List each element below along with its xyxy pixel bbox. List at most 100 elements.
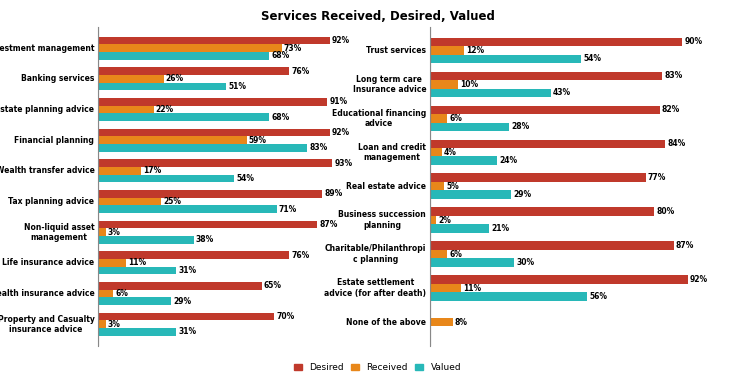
Bar bbox=[430, 38, 682, 46]
Text: 91%: 91% bbox=[329, 97, 347, 106]
Text: None of the above: None of the above bbox=[346, 318, 426, 326]
Text: 54%: 54% bbox=[584, 54, 602, 63]
Text: 68%: 68% bbox=[271, 51, 290, 60]
Bar bbox=[98, 282, 262, 290]
Bar bbox=[98, 175, 234, 182]
Bar bbox=[98, 236, 194, 244]
Bar bbox=[430, 182, 445, 190]
Bar bbox=[430, 173, 646, 182]
Text: 6%: 6% bbox=[116, 289, 128, 298]
Bar bbox=[98, 252, 289, 259]
Text: 43%: 43% bbox=[553, 88, 571, 97]
Bar bbox=[430, 148, 442, 157]
Text: Non-liquid asset
management: Non-liquid asset management bbox=[23, 223, 94, 242]
Bar bbox=[98, 98, 327, 106]
Bar bbox=[430, 139, 665, 148]
Bar bbox=[430, 157, 498, 165]
Bar bbox=[98, 190, 322, 198]
Text: 92%: 92% bbox=[690, 275, 708, 284]
Bar bbox=[430, 122, 509, 131]
Text: Trust services: Trust services bbox=[366, 46, 426, 55]
Bar bbox=[98, 52, 270, 60]
Text: 93%: 93% bbox=[334, 159, 353, 168]
Text: Real estate advice: Real estate advice bbox=[346, 182, 426, 191]
Bar bbox=[430, 207, 654, 216]
Text: 76%: 76% bbox=[291, 66, 310, 76]
Bar bbox=[430, 216, 436, 225]
Bar bbox=[430, 241, 673, 250]
Text: 92%: 92% bbox=[331, 128, 350, 137]
Bar bbox=[430, 190, 511, 199]
Text: 84%: 84% bbox=[667, 139, 686, 148]
Text: 76%: 76% bbox=[291, 251, 310, 260]
Text: 70%: 70% bbox=[276, 312, 294, 321]
Bar bbox=[98, 221, 317, 228]
Bar bbox=[98, 313, 274, 320]
Text: Charitable/Philanthropi
c planning: Charitable/Philanthropi c planning bbox=[325, 244, 426, 264]
Bar bbox=[98, 328, 176, 336]
Text: 83%: 83% bbox=[664, 71, 683, 80]
Text: 68%: 68% bbox=[271, 112, 290, 122]
Text: 51%: 51% bbox=[229, 82, 247, 91]
Text: 80%: 80% bbox=[656, 207, 674, 216]
Text: 31%: 31% bbox=[178, 266, 196, 275]
Bar bbox=[98, 113, 270, 121]
Text: 17%: 17% bbox=[143, 166, 162, 175]
Text: 89%: 89% bbox=[324, 189, 343, 198]
Text: 28%: 28% bbox=[511, 122, 529, 131]
Bar bbox=[430, 80, 458, 89]
Text: Health insurance advice: Health insurance advice bbox=[0, 289, 94, 298]
Text: 11%: 11% bbox=[464, 283, 482, 293]
Bar bbox=[430, 46, 464, 55]
Text: Educational financing
advice: Educational financing advice bbox=[332, 109, 426, 128]
Text: Long term care
Insurance advice: Long term care Insurance advice bbox=[353, 74, 426, 94]
Bar bbox=[98, 144, 307, 152]
Text: 6%: 6% bbox=[449, 114, 462, 123]
Bar bbox=[430, 318, 453, 326]
Text: 3%: 3% bbox=[108, 320, 121, 329]
Text: Loan and credit
management: Loan and credit management bbox=[359, 142, 426, 162]
Text: 83%: 83% bbox=[309, 143, 328, 152]
Text: 77%: 77% bbox=[648, 173, 666, 182]
Text: 56%: 56% bbox=[589, 292, 607, 301]
Text: 11%: 11% bbox=[128, 258, 146, 268]
Bar bbox=[98, 82, 226, 90]
Bar bbox=[98, 167, 141, 175]
Bar bbox=[98, 67, 289, 75]
Text: 22%: 22% bbox=[156, 105, 174, 114]
Bar bbox=[98, 267, 176, 274]
Bar bbox=[430, 250, 447, 258]
Bar bbox=[430, 284, 461, 292]
Text: 8%: 8% bbox=[455, 318, 468, 326]
Bar bbox=[98, 298, 171, 305]
Text: 3%: 3% bbox=[108, 228, 121, 237]
Bar bbox=[98, 129, 330, 136]
Text: 30%: 30% bbox=[516, 258, 535, 267]
Text: Investment management: Investment management bbox=[0, 44, 94, 52]
Text: 2%: 2% bbox=[438, 216, 451, 225]
Text: 12%: 12% bbox=[466, 46, 484, 55]
Text: 73%: 73% bbox=[284, 44, 302, 52]
Text: 71%: 71% bbox=[279, 205, 297, 214]
Bar bbox=[98, 44, 282, 52]
Text: Life insurance advice: Life insurance advice bbox=[2, 258, 94, 268]
Text: Estate settlement
advice (for after death): Estate settlement advice (for after deat… bbox=[324, 279, 426, 298]
Text: 31%: 31% bbox=[178, 328, 196, 336]
Bar bbox=[430, 225, 489, 233]
Text: Financial planning: Financial planning bbox=[14, 136, 94, 145]
Bar bbox=[98, 136, 247, 144]
Text: 29%: 29% bbox=[173, 297, 191, 306]
Text: Business succession
planning: Business succession planning bbox=[338, 211, 426, 230]
Bar bbox=[430, 114, 447, 122]
Bar bbox=[98, 228, 106, 236]
Text: 25%: 25% bbox=[163, 197, 181, 206]
Bar bbox=[98, 159, 332, 167]
Text: 24%: 24% bbox=[500, 156, 518, 165]
Text: 26%: 26% bbox=[165, 74, 183, 83]
Text: 82%: 82% bbox=[662, 105, 680, 114]
Text: 38%: 38% bbox=[196, 236, 214, 244]
Bar bbox=[98, 320, 106, 328]
Bar bbox=[430, 276, 688, 284]
Bar bbox=[98, 75, 164, 82]
Bar bbox=[98, 198, 161, 205]
